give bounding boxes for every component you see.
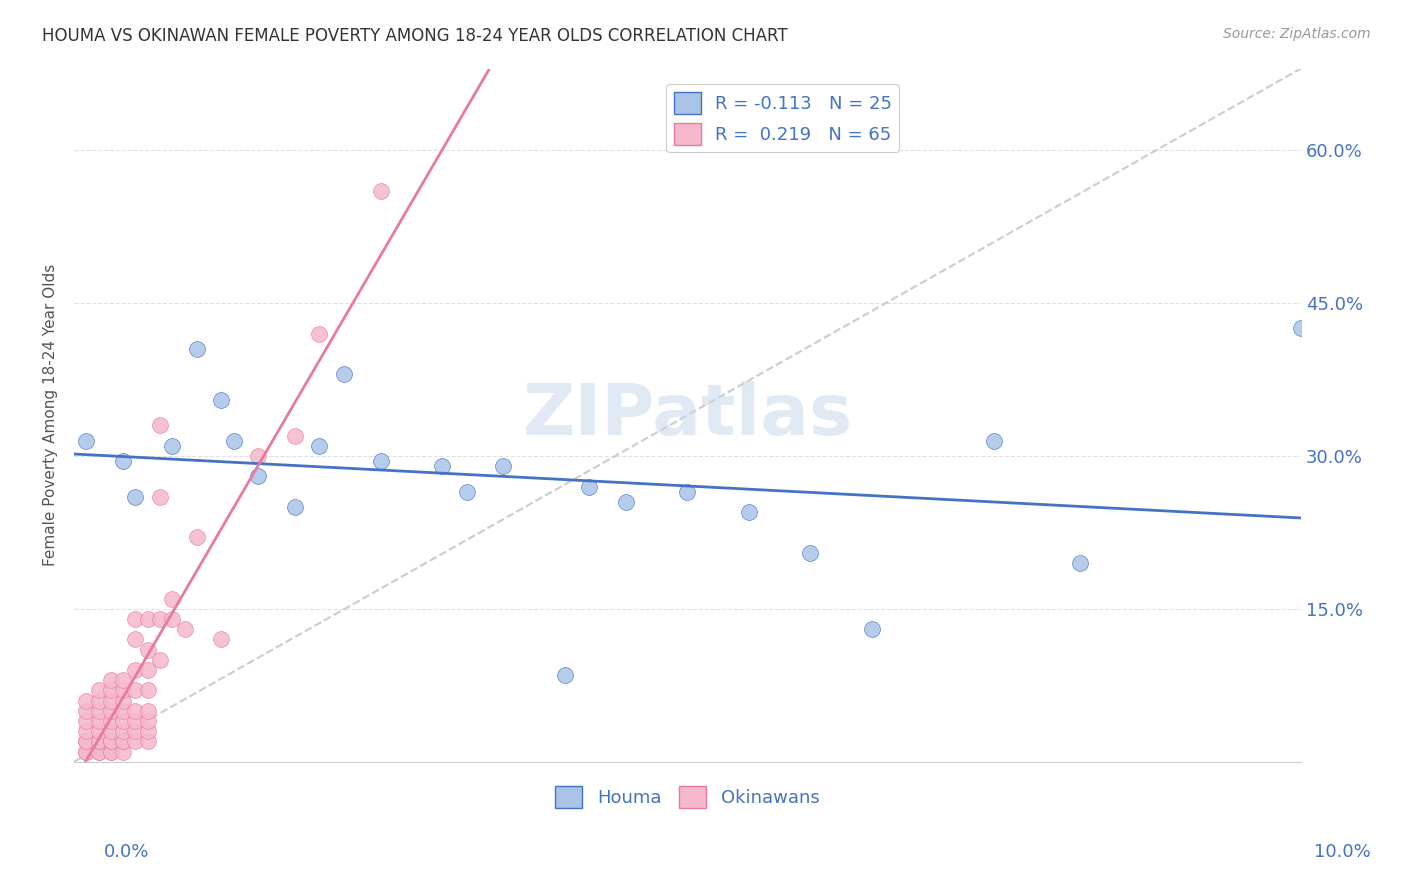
Point <box>1069 556 1091 570</box>
Point <box>247 449 270 463</box>
Point <box>738 505 761 519</box>
Point <box>124 724 146 739</box>
Point <box>75 434 97 448</box>
Point <box>100 683 122 698</box>
Point <box>136 683 159 698</box>
Point <box>112 704 135 718</box>
Point <box>370 184 392 198</box>
Point <box>284 428 307 442</box>
Point <box>75 693 97 707</box>
Point <box>209 392 232 407</box>
Point <box>100 734 122 748</box>
Point <box>124 734 146 748</box>
Text: 10.0%: 10.0% <box>1315 843 1371 861</box>
Point <box>430 459 453 474</box>
Text: HOUMA VS OKINAWAN FEMALE POVERTY AMONG 18-24 YEAR OLDS CORRELATION CHART: HOUMA VS OKINAWAN FEMALE POVERTY AMONG 1… <box>42 27 787 45</box>
Point <box>136 714 159 728</box>
Point <box>112 714 135 728</box>
Point <box>75 734 97 748</box>
Point <box>112 724 135 739</box>
Point <box>284 500 307 514</box>
Point <box>1289 321 1312 335</box>
Point <box>136 704 159 718</box>
Point <box>136 734 159 748</box>
Point <box>112 745 135 759</box>
Point <box>124 632 146 647</box>
Point <box>136 642 159 657</box>
Point <box>112 454 135 468</box>
Point <box>124 714 146 728</box>
Point <box>124 704 146 718</box>
Text: 0.0%: 0.0% <box>104 843 149 861</box>
Point <box>100 673 122 688</box>
Point <box>578 479 600 493</box>
Point <box>209 632 232 647</box>
Point <box>87 734 110 748</box>
Point <box>149 490 172 504</box>
Point <box>87 734 110 748</box>
Point <box>112 683 135 698</box>
Point <box>173 622 195 636</box>
Text: ZIPatlas: ZIPatlas <box>523 381 852 450</box>
Point <box>554 668 576 682</box>
Point <box>614 495 637 509</box>
Point <box>983 434 1005 448</box>
Point <box>456 484 478 499</box>
Point <box>75 724 97 739</box>
Point <box>492 459 515 474</box>
Point <box>186 342 208 356</box>
Point <box>75 745 97 759</box>
Point <box>75 734 97 748</box>
Point <box>162 591 184 606</box>
Point <box>370 454 392 468</box>
Point <box>308 439 330 453</box>
Point <box>112 734 135 748</box>
Point <box>333 368 356 382</box>
Point <box>860 622 883 636</box>
Point <box>136 724 159 739</box>
Point <box>247 469 270 483</box>
Point <box>124 663 146 677</box>
Y-axis label: Female Poverty Among 18-24 Year Olds: Female Poverty Among 18-24 Year Olds <box>44 264 58 566</box>
Point <box>149 612 172 626</box>
Point <box>100 693 122 707</box>
Point <box>87 745 110 759</box>
Point <box>124 683 146 698</box>
Point <box>100 714 122 728</box>
Point <box>112 693 135 707</box>
Point <box>149 418 172 433</box>
Point <box>124 612 146 626</box>
Point <box>100 745 122 759</box>
Point <box>87 704 110 718</box>
Point <box>75 704 97 718</box>
Point <box>75 745 97 759</box>
Point <box>162 439 184 453</box>
Point <box>136 663 159 677</box>
Point <box>308 326 330 341</box>
Point <box>87 693 110 707</box>
Point <box>100 704 122 718</box>
Point <box>162 612 184 626</box>
Point <box>100 745 122 759</box>
Point <box>75 714 97 728</box>
Point <box>87 683 110 698</box>
Point <box>100 734 122 748</box>
Point <box>87 714 110 728</box>
Point <box>136 612 159 626</box>
Text: Source: ZipAtlas.com: Source: ZipAtlas.com <box>1223 27 1371 41</box>
Point <box>222 434 245 448</box>
Legend: Houma, Okinawans: Houma, Okinawans <box>548 779 827 815</box>
Point <box>100 724 122 739</box>
Point <box>186 531 208 545</box>
Point <box>112 673 135 688</box>
Point <box>676 484 699 499</box>
Point <box>112 734 135 748</box>
Point <box>799 546 821 560</box>
Point <box>149 653 172 667</box>
Point <box>87 745 110 759</box>
Point <box>124 490 146 504</box>
Point <box>87 724 110 739</box>
